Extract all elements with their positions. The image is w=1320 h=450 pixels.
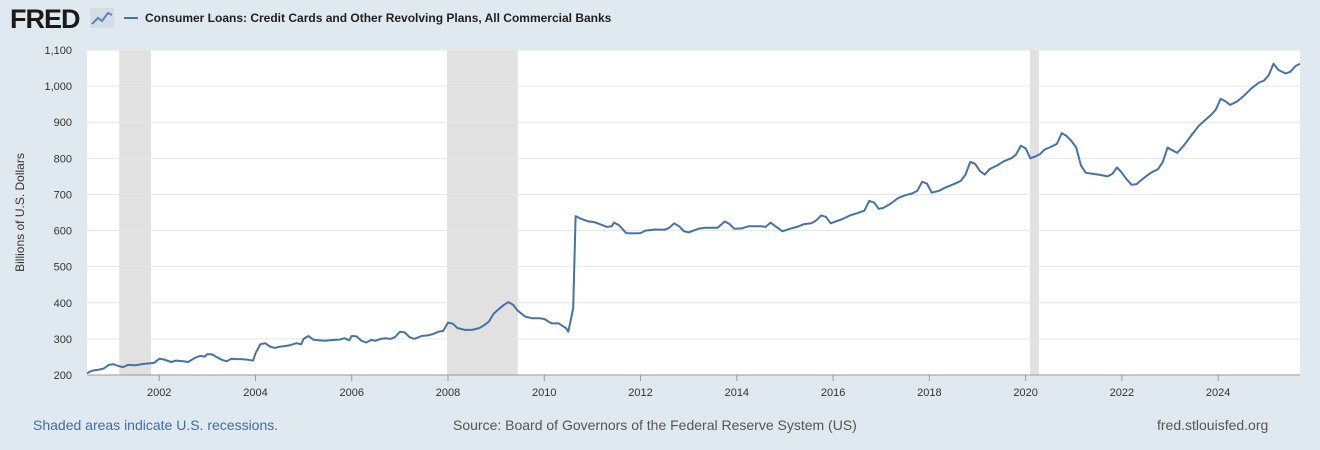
- x-tick-label: 2020: [1013, 387, 1037, 399]
- x-tick-label: 2022: [1110, 387, 1134, 399]
- recession-note-link[interactable]: Shaded areas indicate U.S. recessions.: [33, 417, 279, 433]
- x-tick-label: 2002: [147, 387, 171, 399]
- y-tick-label: 700: [54, 189, 72, 201]
- x-tick-label: 2012: [628, 387, 652, 399]
- y-tick-label: 200: [54, 370, 72, 382]
- chart-legend: Consumer Loans: Credit Cards and Other R…: [124, 11, 611, 25]
- y-tick-label: 1,000: [44, 81, 72, 93]
- recession-band: [447, 50, 518, 375]
- plot-area: 200 300 400 500 600 700 800 900 1,000 1,100 2002 20…: [13, 45, 1301, 399]
- y-tick-label: 500: [54, 262, 72, 274]
- y-tick-label: 300: [54, 334, 72, 346]
- x-tick-label: 2006: [339, 387, 363, 399]
- y-tick-label: 1,100: [44, 45, 72, 57]
- x-tick-label: 2016: [821, 387, 845, 399]
- x-tick-label: 2018: [917, 387, 941, 399]
- line-chart-icon: [90, 8, 114, 28]
- site-link[interactable]: fred.stlouisfed.org: [1157, 417, 1269, 433]
- y-axis-label: Billions of U.S. Dollars: [13, 153, 27, 272]
- chart-header: FRED Consumer Loans: Credit Cards and Ot…: [0, 0, 1320, 40]
- y-tick-label: 400: [54, 298, 72, 310]
- y-tick-label: 600: [54, 226, 72, 238]
- legend-swatch: [124, 17, 138, 19]
- x-tick-label: 2004: [243, 387, 267, 399]
- series-title[interactable]: Consumer Loans: Credit Cards and Other R…: [145, 11, 612, 25]
- y-tick-label: 800: [54, 153, 72, 165]
- x-tick-label: 2008: [436, 387, 460, 399]
- series-line[interactable]: [86, 62, 1301, 375]
- x-tick-label: 2024: [1206, 387, 1230, 399]
- x-tick-label: 2014: [725, 387, 749, 399]
- fred-logo[interactable]: FRED: [10, 4, 80, 34]
- y-tick-label: 900: [54, 117, 72, 129]
- x-tick-label: 2010: [532, 387, 556, 399]
- source-note: Source: Board of Governors of the Federa…: [453, 417, 857, 433]
- recession-band: [119, 50, 152, 375]
- recession-band: [1029, 50, 1040, 375]
- plot-background: [87, 50, 1300, 375]
